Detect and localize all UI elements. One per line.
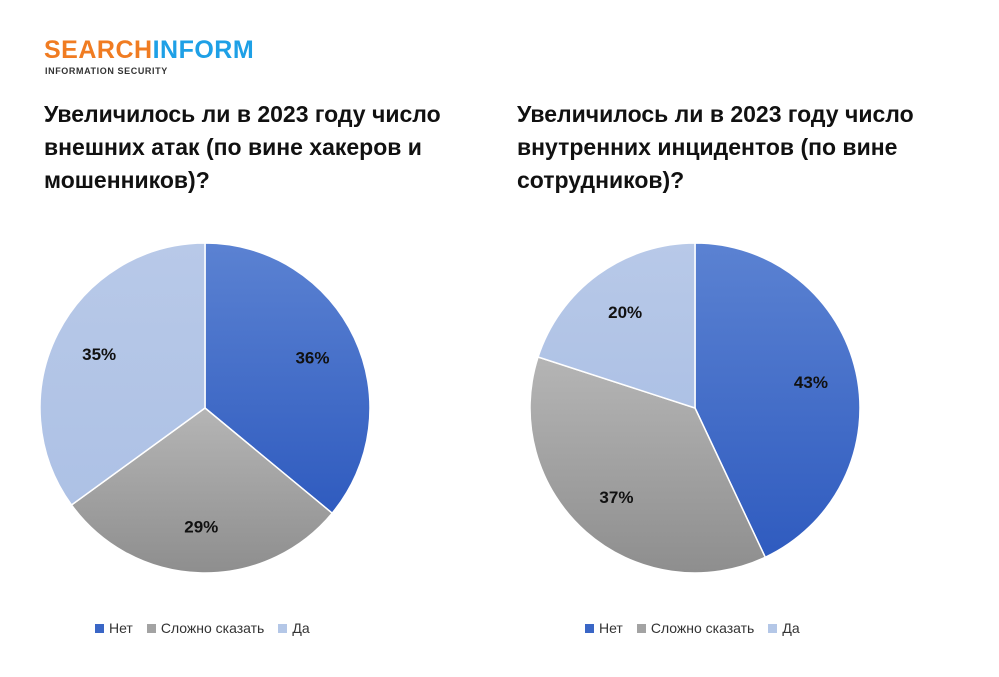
pie-slice-1-1 bbox=[70, 407, 334, 574]
legend-label: Да bbox=[782, 620, 800, 636]
legend-label: Сложно сказать bbox=[160, 620, 265, 636]
legend-swatch bbox=[278, 624, 288, 633]
legend-item: Сложно сказать bbox=[636, 620, 755, 636]
data-label: 20% bbox=[608, 303, 642, 322]
legend-swatch bbox=[768, 624, 778, 633]
legend-swatch bbox=[636, 624, 646, 633]
logo: SEARCHINFORM bbox=[44, 36, 255, 64]
pie-slice-2-1 bbox=[529, 356, 767, 574]
legend-swatch bbox=[146, 624, 156, 633]
pie-slice-2-0 bbox=[694, 242, 861, 559]
data-label: 43% bbox=[794, 373, 828, 392]
legend-swatch bbox=[95, 624, 104, 633]
pie-slice-1-2 bbox=[39, 242, 206, 507]
legend-item: Да bbox=[768, 620, 800, 636]
legend-label: Сложно сказать bbox=[650, 620, 755, 636]
legend-item: Нет bbox=[585, 620, 623, 636]
data-label: 36% bbox=[295, 348, 329, 367]
data-label: 37% bbox=[599, 488, 633, 507]
legend-label: Да bbox=[292, 620, 310, 636]
data-label: 29% bbox=[184, 518, 218, 537]
legend-label: Нет bbox=[599, 620, 623, 636]
pie-slice-1-0 bbox=[204, 242, 371, 515]
legend-label: Нет bbox=[109, 620, 133, 636]
legend-item: Сложно сказать bbox=[146, 620, 265, 636]
legend-1: Нет Сложно сказать Да bbox=[95, 620, 310, 636]
chart-title-1: Увеличилось ли в 2023 году число внешних… bbox=[44, 101, 441, 193]
legend-2: Нет Сложно сказать Да bbox=[585, 620, 800, 636]
legend-item: Да bbox=[278, 620, 310, 636]
legend-item: Нет bbox=[95, 620, 133, 636]
data-label: 35% bbox=[82, 345, 116, 364]
legend-swatch bbox=[585, 624, 594, 633]
logo-tagline: INFORMATION SECURITY bbox=[45, 66, 168, 76]
chart-title-2: Увеличилось ли в 2023 году число внутрен… bbox=[517, 101, 914, 193]
pie-slice-2-2 bbox=[537, 242, 696, 410]
